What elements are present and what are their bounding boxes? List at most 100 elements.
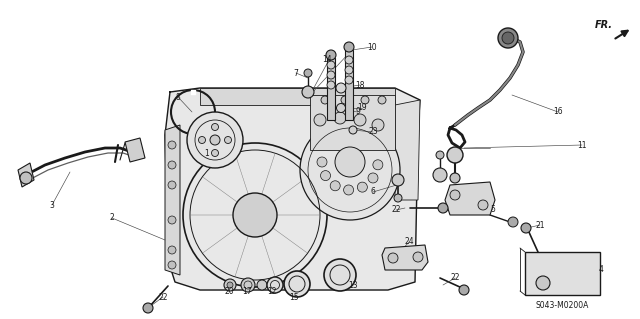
Circle shape xyxy=(345,56,353,64)
Circle shape xyxy=(267,277,283,293)
Circle shape xyxy=(344,185,354,195)
Circle shape xyxy=(336,83,346,93)
Text: 19: 19 xyxy=(357,103,367,113)
Text: 22: 22 xyxy=(158,293,168,301)
Text: 8: 8 xyxy=(175,93,180,101)
Circle shape xyxy=(349,126,357,134)
Text: 16: 16 xyxy=(553,108,563,116)
Text: 12: 12 xyxy=(268,287,276,296)
Circle shape xyxy=(341,96,349,104)
Text: 4: 4 xyxy=(598,265,604,275)
Polygon shape xyxy=(18,163,34,187)
Text: 23: 23 xyxy=(368,128,378,137)
Circle shape xyxy=(335,147,365,177)
Circle shape xyxy=(334,112,346,124)
Circle shape xyxy=(536,276,550,290)
Text: 11: 11 xyxy=(577,140,587,150)
Circle shape xyxy=(210,135,220,145)
Circle shape xyxy=(143,303,153,313)
Text: 13: 13 xyxy=(348,280,358,290)
Circle shape xyxy=(368,173,378,183)
Text: 10: 10 xyxy=(367,42,377,51)
Circle shape xyxy=(372,119,384,131)
Circle shape xyxy=(327,71,335,79)
Circle shape xyxy=(300,120,400,220)
Text: 21: 21 xyxy=(535,220,545,229)
Circle shape xyxy=(508,217,518,227)
Text: 17: 17 xyxy=(242,287,252,296)
Polygon shape xyxy=(345,50,353,120)
Circle shape xyxy=(225,137,232,144)
Circle shape xyxy=(198,137,205,144)
Circle shape xyxy=(168,216,176,224)
Circle shape xyxy=(392,174,404,186)
Circle shape xyxy=(168,181,176,189)
Text: 3: 3 xyxy=(49,201,54,210)
Circle shape xyxy=(327,61,335,69)
Circle shape xyxy=(388,253,398,263)
Circle shape xyxy=(284,271,310,297)
Polygon shape xyxy=(125,138,145,162)
Circle shape xyxy=(337,103,346,113)
Circle shape xyxy=(168,261,176,269)
Polygon shape xyxy=(395,100,420,200)
Circle shape xyxy=(168,161,176,169)
Circle shape xyxy=(345,66,353,74)
Circle shape xyxy=(183,143,327,287)
Circle shape xyxy=(321,171,330,181)
Text: 7: 7 xyxy=(294,69,298,78)
Circle shape xyxy=(227,282,233,288)
Text: FR.: FR. xyxy=(595,20,613,30)
Circle shape xyxy=(450,173,460,183)
Circle shape xyxy=(433,168,447,182)
Circle shape xyxy=(436,151,444,159)
Circle shape xyxy=(187,112,243,168)
Polygon shape xyxy=(200,88,395,105)
Circle shape xyxy=(373,160,383,170)
Text: 9: 9 xyxy=(356,108,360,116)
Circle shape xyxy=(324,259,356,291)
Text: 2: 2 xyxy=(109,213,115,222)
Circle shape xyxy=(502,32,514,44)
Circle shape xyxy=(257,280,267,290)
Text: 22: 22 xyxy=(451,273,460,283)
Circle shape xyxy=(233,193,277,237)
Circle shape xyxy=(447,147,463,163)
Circle shape xyxy=(330,181,340,191)
Polygon shape xyxy=(310,95,395,150)
Text: 1: 1 xyxy=(205,149,209,158)
Circle shape xyxy=(345,76,353,84)
Circle shape xyxy=(321,96,329,104)
Circle shape xyxy=(224,279,236,291)
Text: 24: 24 xyxy=(404,238,414,247)
Circle shape xyxy=(438,203,448,213)
Circle shape xyxy=(498,28,518,48)
Polygon shape xyxy=(327,58,335,120)
Text: S043-M0200A: S043-M0200A xyxy=(535,300,589,309)
Polygon shape xyxy=(165,125,180,275)
Text: 18: 18 xyxy=(355,80,365,90)
Circle shape xyxy=(241,278,255,292)
Text: 22: 22 xyxy=(391,205,401,214)
Circle shape xyxy=(450,190,460,200)
Circle shape xyxy=(211,150,218,157)
Circle shape xyxy=(314,114,326,126)
Circle shape xyxy=(326,50,336,60)
Text: 15: 15 xyxy=(289,293,299,301)
Circle shape xyxy=(304,69,312,77)
Polygon shape xyxy=(445,182,495,215)
Circle shape xyxy=(354,114,366,126)
Polygon shape xyxy=(382,245,428,270)
Circle shape xyxy=(211,123,218,130)
Circle shape xyxy=(168,141,176,149)
Circle shape xyxy=(168,246,176,254)
Circle shape xyxy=(459,285,469,295)
Text: 14: 14 xyxy=(322,56,332,64)
Circle shape xyxy=(317,157,327,167)
Polygon shape xyxy=(165,88,420,290)
Circle shape xyxy=(521,223,531,233)
Text: 20: 20 xyxy=(224,287,234,296)
Circle shape xyxy=(357,182,367,192)
Circle shape xyxy=(378,96,386,104)
Circle shape xyxy=(302,86,314,98)
